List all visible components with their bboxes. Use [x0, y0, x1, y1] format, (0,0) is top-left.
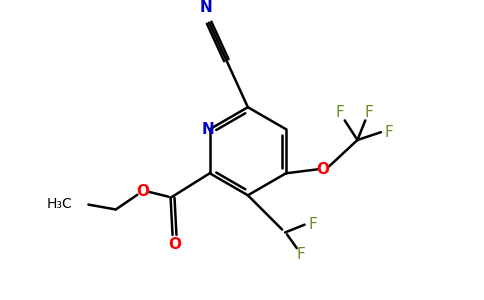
Text: F: F — [308, 217, 317, 232]
Text: O: O — [168, 237, 181, 252]
Text: F: F — [296, 247, 305, 262]
Text: O: O — [317, 162, 330, 177]
Text: F: F — [384, 125, 393, 140]
Text: H₃C: H₃C — [47, 196, 73, 211]
Text: F: F — [335, 105, 344, 120]
Text: O: O — [136, 184, 150, 200]
Text: F: F — [365, 105, 374, 120]
Text: N: N — [199, 0, 212, 15]
Text: N: N — [201, 122, 214, 137]
